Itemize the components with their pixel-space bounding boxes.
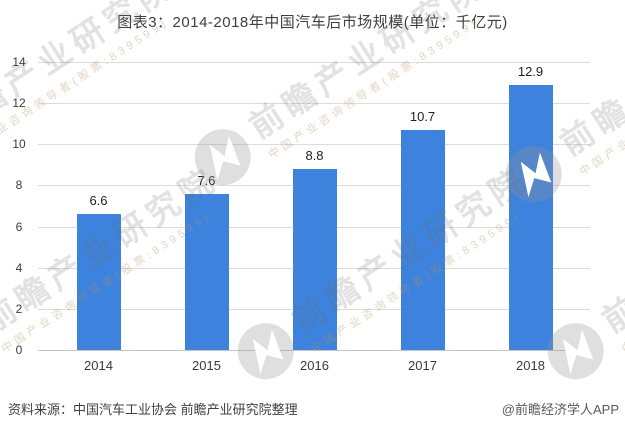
bar-2018 [508, 84, 553, 350]
gridline-y10 [38, 144, 590, 146]
y-tick-label: 4 [15, 260, 23, 275]
credit-note: @前瞻经济学人APP [501, 402, 619, 417]
watermark-texts: 前瞻产业研究院 中国产业咨询领导者(股票:839599) [591, 153, 625, 356]
y-tick-label: 6 [15, 219, 23, 234]
y-tick-label: 8 [15, 178, 23, 193]
x-tick-label: 2017 [408, 358, 437, 373]
bar-value-label: 6.6 [89, 193, 108, 209]
bar-value-label: 12.9 [517, 63, 544, 79]
source-note: 资料来源：中国汽车工业协会 前瞻产业研究院整理 [8, 402, 298, 417]
watermark-tagline-text: 中国产业咨询领导者(股票:839599) [619, 210, 625, 356]
bar-2014 [76, 214, 121, 350]
x-tick-label: 2015 [192, 358, 221, 373]
watermark-brand-text: 前瞻产业研究院 [595, 159, 625, 340]
y-tick-label: 14 [12, 55, 26, 69]
bar-value-label: 10.7 [409, 108, 436, 124]
gridline-y12 [38, 103, 590, 105]
bar-value-label: 8.8 [305, 147, 324, 163]
x-tick-label: 2014 [84, 358, 113, 373]
x-tick-label: 2016 [300, 358, 329, 373]
x-tick-label: 2018 [516, 358, 545, 373]
y-tick-label: 10 [12, 137, 26, 152]
bar-2015 [184, 193, 229, 350]
y-tick-label: 0 [15, 343, 23, 357]
qianzhan-logo-icon [226, 0, 305, 2]
bar-value-label: 7.6 [197, 172, 216, 188]
bar-2016 [292, 168, 337, 350]
watermark-tagline-text: 中国产业咨询领导者(股票:839599) [577, 33, 625, 179]
gridline-y14 [38, 62, 590, 63]
chart-title: 图表3：2014-2018年中国汽车后市场规模(单位：千亿元) [117, 14, 508, 31]
gridline-y0 [38, 350, 590, 351]
qianzhan-logo-icon [537, 0, 616, 2]
y-tick-label: 2 [15, 301, 23, 316]
y-tick-label: 12 [12, 96, 26, 111]
bar-2017 [400, 129, 445, 350]
